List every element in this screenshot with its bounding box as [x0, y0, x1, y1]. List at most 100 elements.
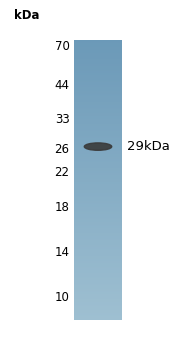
Bar — [74, 67, 122, 68]
Bar — [74, 257, 122, 258]
Bar — [74, 66, 122, 67]
Bar — [74, 309, 122, 310]
Bar — [74, 148, 122, 150]
Bar — [74, 82, 122, 84]
Bar — [74, 275, 122, 277]
Bar — [74, 246, 122, 247]
Bar — [74, 313, 122, 314]
Bar — [74, 133, 122, 134]
Bar — [74, 117, 122, 119]
Bar — [74, 128, 122, 130]
Bar — [74, 266, 122, 267]
Text: kDa: kDa — [14, 9, 39, 22]
Bar — [74, 262, 122, 263]
Bar — [74, 184, 122, 186]
Bar — [74, 232, 122, 234]
Bar — [74, 161, 122, 162]
Bar — [74, 280, 122, 281]
Bar — [74, 235, 122, 236]
Bar — [74, 191, 122, 193]
Bar — [74, 238, 122, 239]
Bar — [74, 187, 122, 189]
Bar — [74, 247, 122, 249]
Bar — [74, 80, 122, 81]
Text: 22: 22 — [54, 166, 70, 179]
Bar — [74, 224, 122, 225]
Bar — [74, 64, 122, 66]
Bar — [74, 59, 122, 60]
Bar — [74, 40, 122, 42]
Bar — [74, 43, 122, 44]
Bar — [74, 108, 122, 109]
Bar — [74, 124, 122, 126]
Bar — [74, 113, 122, 115]
Bar — [74, 212, 122, 214]
Bar — [74, 70, 122, 71]
Bar — [74, 189, 122, 190]
Bar — [74, 180, 122, 182]
Bar — [74, 98, 122, 99]
Bar — [74, 52, 122, 53]
Bar — [74, 242, 122, 243]
Bar — [74, 56, 122, 57]
Bar — [74, 186, 122, 187]
Bar — [74, 103, 122, 105]
Bar — [74, 119, 122, 120]
Bar — [74, 138, 122, 140]
Bar — [74, 68, 122, 70]
Bar — [74, 256, 122, 257]
Bar — [74, 140, 122, 141]
Bar — [74, 44, 122, 46]
Bar — [74, 137, 122, 138]
Bar — [74, 182, 122, 183]
Bar — [74, 48, 122, 49]
Bar — [74, 305, 122, 306]
Bar — [74, 218, 122, 219]
Bar — [74, 131, 122, 133]
Bar — [74, 194, 122, 196]
Bar — [74, 243, 122, 245]
Bar — [74, 130, 122, 131]
Bar — [74, 228, 122, 229]
Bar — [74, 168, 122, 169]
Text: 33: 33 — [55, 113, 70, 126]
Bar — [74, 61, 122, 63]
Bar — [74, 72, 122, 74]
Bar — [74, 267, 122, 268]
Bar — [74, 263, 122, 264]
Bar — [74, 88, 122, 89]
Bar — [74, 165, 122, 166]
Bar — [74, 115, 122, 116]
Bar — [74, 171, 122, 172]
Bar — [74, 178, 122, 179]
Bar — [74, 92, 122, 94]
Bar — [74, 78, 122, 80]
Bar — [74, 196, 122, 197]
Bar — [74, 135, 122, 137]
Bar — [74, 155, 122, 156]
Bar — [74, 221, 122, 222]
Bar — [74, 50, 122, 52]
Bar — [74, 71, 122, 72]
Bar — [74, 225, 122, 226]
Text: 18: 18 — [55, 201, 70, 214]
Bar — [74, 285, 122, 286]
Bar — [74, 85, 122, 87]
Bar — [74, 301, 122, 302]
Bar — [74, 298, 122, 299]
Bar — [74, 294, 122, 295]
Bar — [74, 123, 122, 124]
Text: 29kDa: 29kDa — [127, 140, 170, 153]
Bar — [74, 264, 122, 266]
Bar — [74, 296, 122, 298]
Bar — [74, 295, 122, 296]
Bar — [74, 268, 122, 270]
Bar — [74, 166, 122, 168]
Bar — [74, 154, 122, 155]
Bar — [74, 310, 122, 312]
Text: 26: 26 — [54, 144, 70, 156]
Bar — [74, 147, 122, 148]
Bar — [74, 240, 122, 242]
Bar — [74, 158, 122, 159]
Ellipse shape — [84, 143, 112, 150]
